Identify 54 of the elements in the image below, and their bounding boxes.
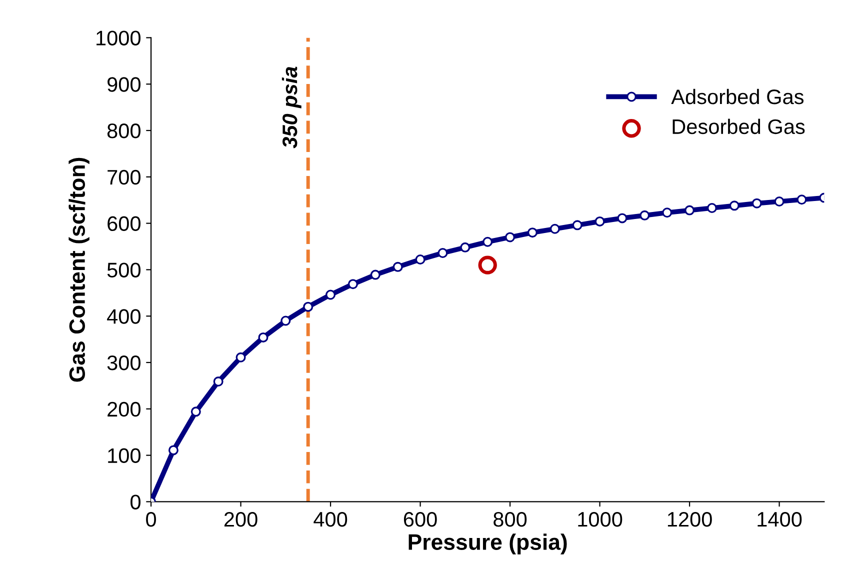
point — [460, 242, 470, 252]
x-tick-label: 200 — [224, 512, 258, 527]
ref-line-label: 350 psia — [282, 66, 302, 148]
point — [706, 202, 717, 213]
x-tick-label: 1400 — [758, 512, 802, 527]
point — [640, 210, 650, 220]
point — [348, 279, 358, 290]
x-tick-label: 400 — [314, 512, 348, 527]
y-tick-label: 700 — [108, 170, 140, 185]
y-tick-label: 100 — [108, 448, 140, 464]
point — [550, 224, 560, 234]
x-axis-title: Pressure (psia) — [408, 534, 567, 554]
point — [774, 196, 784, 206]
x-tick-label: 600 — [404, 512, 437, 527]
point — [415, 254, 426, 264]
point — [236, 352, 246, 362]
y-tick-label: 1000 — [96, 30, 140, 46]
x-tick-label: 1000 — [578, 512, 622, 527]
point — [662, 208, 672, 218]
point — [478, 256, 497, 274]
point — [505, 232, 516, 242]
point — [326, 290, 336, 300]
point — [684, 205, 695, 216]
point — [438, 248, 448, 258]
legend-label: Adsorbed Gas — [671, 88, 804, 104]
x-tick-label: 0 — [146, 512, 156, 527]
point — [729, 200, 740, 211]
y-tick-label: 400 — [107, 309, 140, 324]
x-tick-label: 1200 — [668, 512, 712, 527]
point — [392, 262, 403, 272]
y-tick-label: 500 — [107, 262, 140, 278]
point — [168, 445, 178, 456]
point — [258, 332, 268, 342]
y-tick-label: 0 — [130, 494, 140, 510]
point — [303, 302, 314, 312]
legend-label: Desorbed Gas — [672, 118, 805, 134]
point — [572, 220, 582, 230]
point — [370, 270, 380, 280]
y-tick-label: 600 — [108, 216, 140, 232]
x-tick-label: 800 — [494, 512, 527, 527]
point — [482, 236, 493, 247]
y-tick-label: 900 — [108, 77, 140, 92]
y-tick-label: 300 — [107, 356, 140, 370]
point — [190, 406, 201, 417]
y-tick-label: 200 — [108, 402, 140, 417]
point — [213, 376, 224, 387]
point — [280, 316, 291, 326]
y-axis-title: Gas Content (scf/ton) — [68, 158, 90, 382]
y-tick-label: 800 — [107, 124, 140, 138]
point — [527, 228, 538, 238]
point — [617, 213, 628, 224]
point — [796, 194, 807, 205]
point — [752, 198, 762, 208]
point — [594, 216, 605, 226]
